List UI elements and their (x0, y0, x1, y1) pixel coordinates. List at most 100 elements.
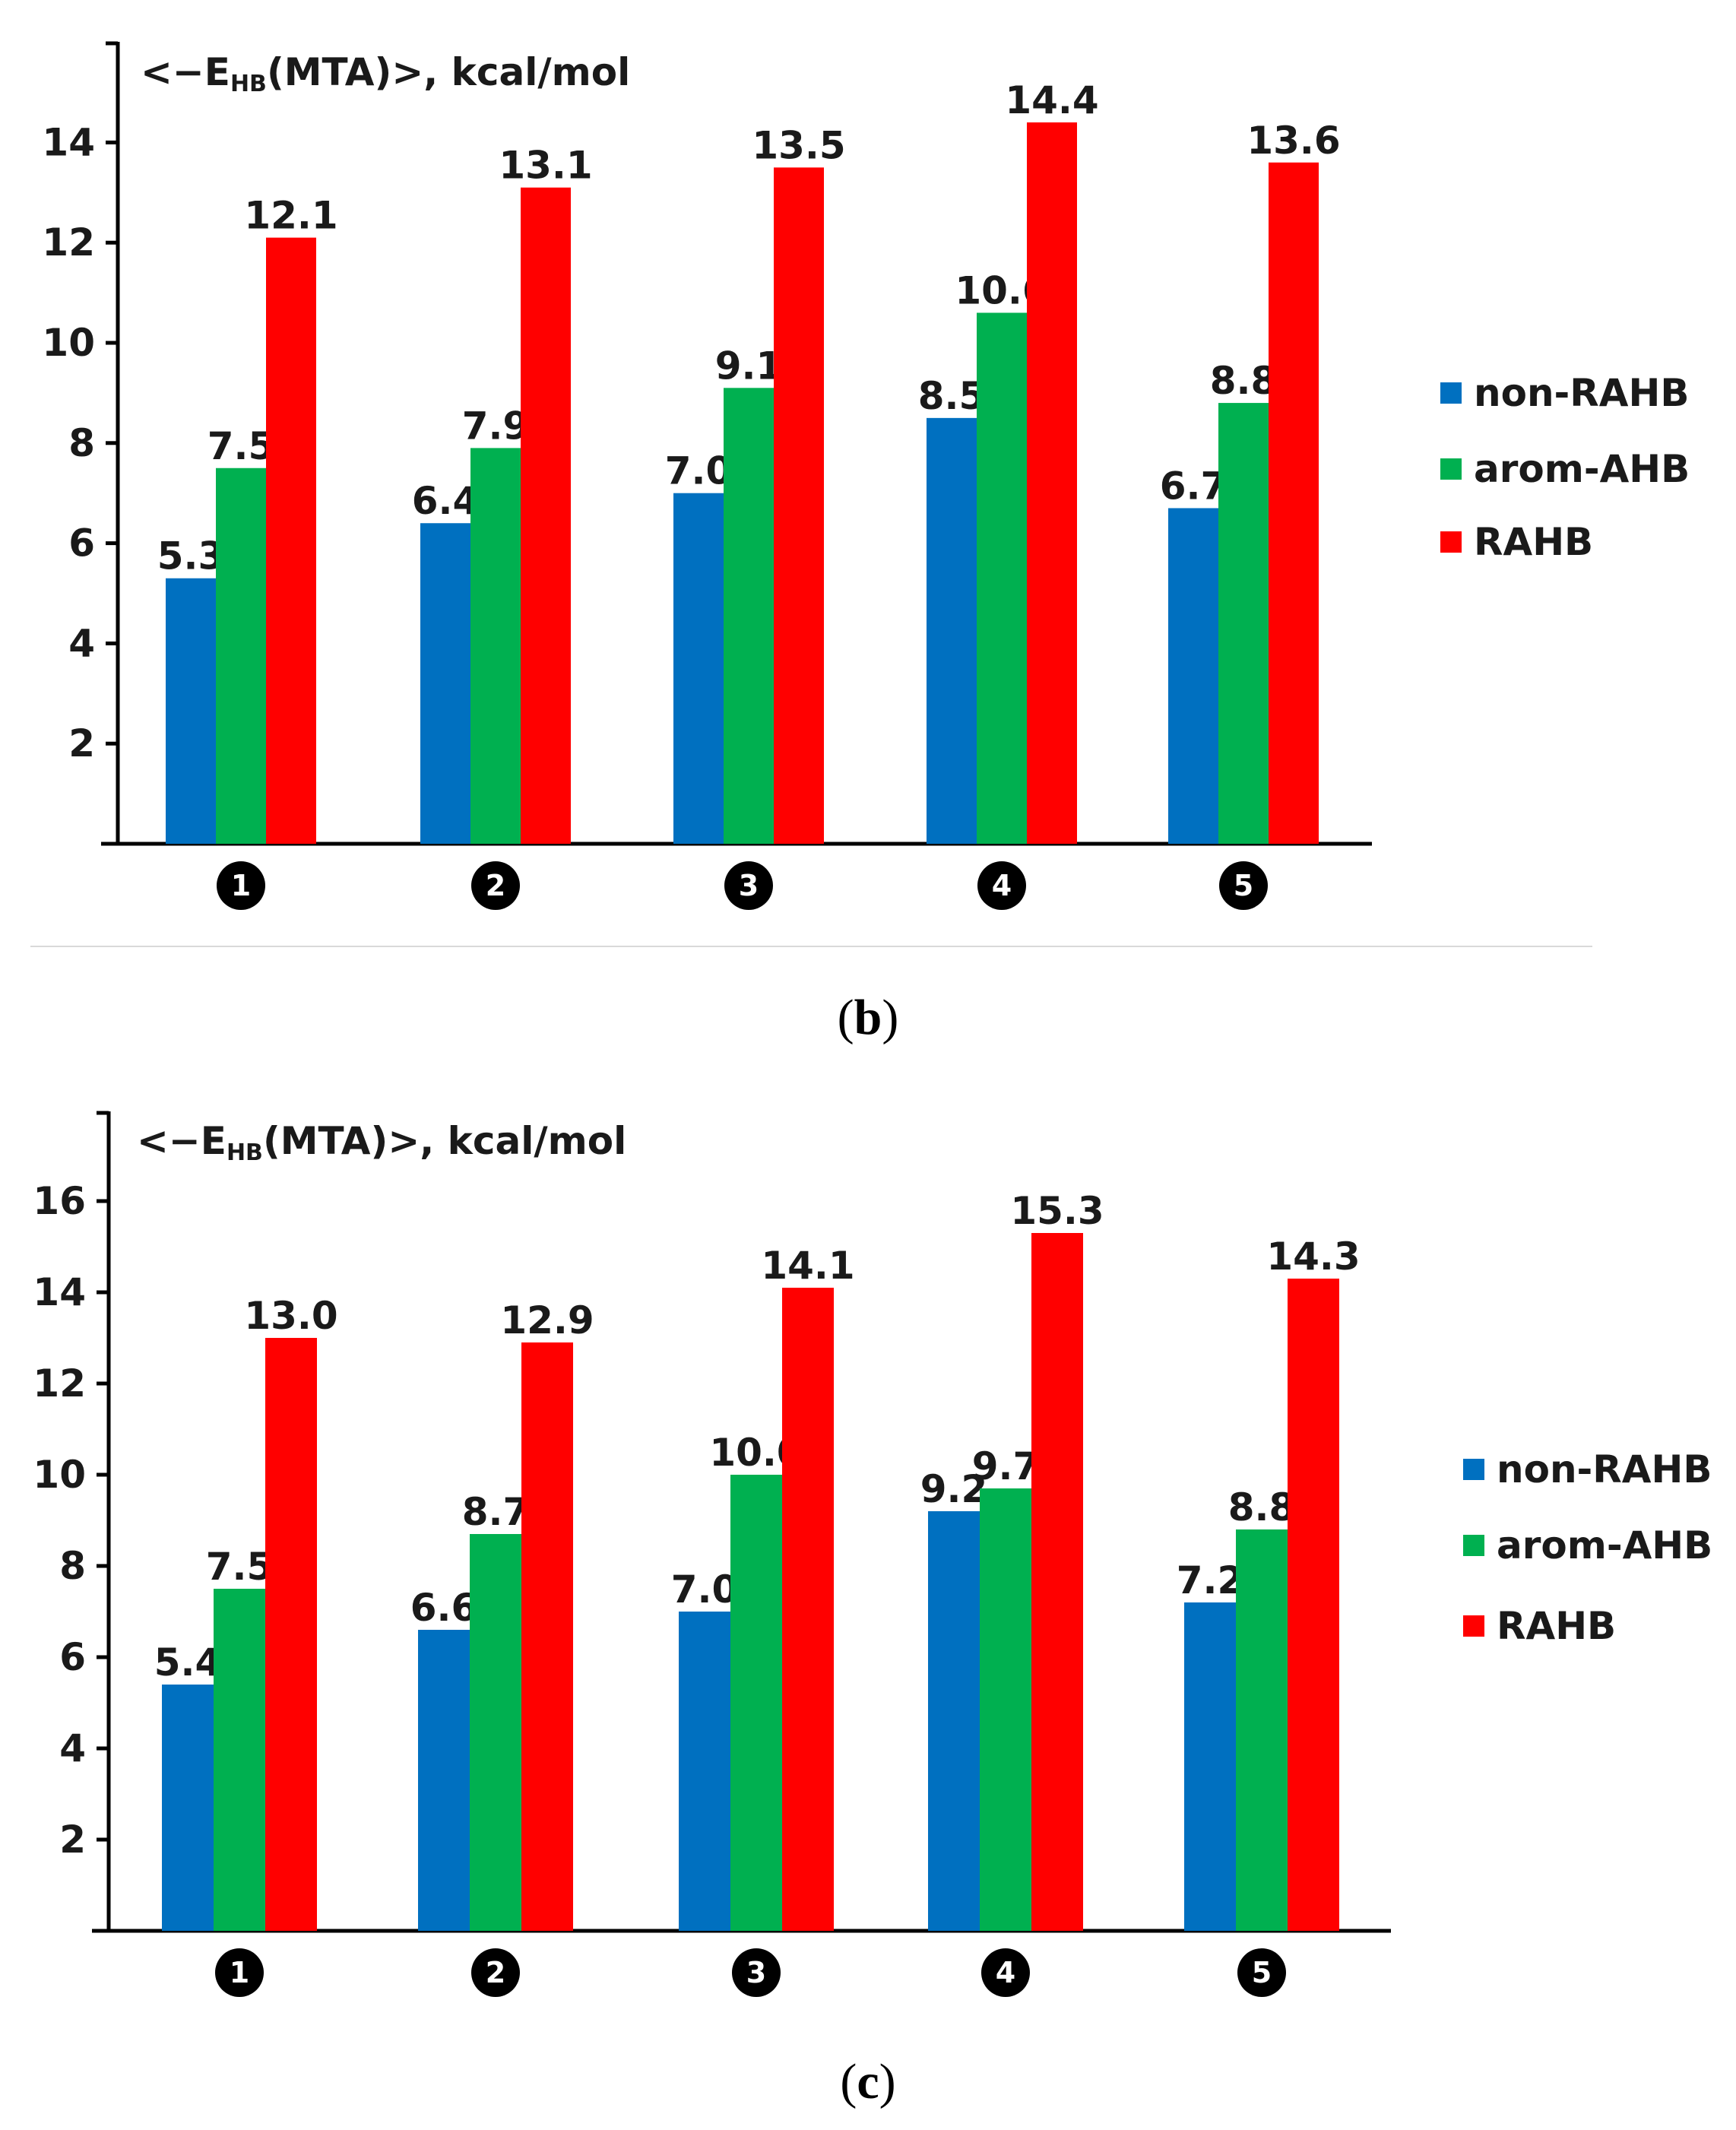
bar-b-RAHB-5 (1269, 162, 1319, 844)
bar-c-non-RAHB-3 (679, 1612, 730, 1931)
bar-c-non-RAHB-5 (1184, 1602, 1236, 1931)
bar-c-non-RAHB-1 (162, 1685, 214, 1931)
category-label-c-1: 1 (230, 1956, 249, 1989)
category-marker-c-5 (1237, 1948, 1286, 1997)
bar-c-RAHB-4 (1031, 1233, 1083, 1931)
bar-c-non-RAHB-2 (418, 1630, 470, 1931)
bar-value-label-b-arom-AHB-5: 8.8 (1210, 359, 1278, 403)
bar-value-label-c-RAHB-1: 13.0 (244, 1294, 337, 1338)
y-tick-label-b-4: 4 (68, 621, 95, 665)
category-label-c-4: 4 (996, 1956, 1015, 1989)
bar-value-label-c-RAHB-2: 12.9 (500, 1298, 594, 1342)
bar-b-arom-AHB-3 (724, 388, 774, 844)
y-tick-label-c-10: 10 (33, 1453, 86, 1497)
bar-c-arom-AHB-3 (730, 1475, 782, 1931)
bar-value-label-b-arom-AHB-3: 9.1 (715, 344, 783, 388)
category-label-b-4: 4 (992, 869, 1012, 902)
y-tick-label-c-8: 8 (59, 1544, 86, 1588)
bar-value-label-c-non-RAHB-4: 9.2 (920, 1467, 988, 1511)
bar-c-RAHB-5 (1288, 1279, 1339, 1931)
bar-value-label-c-arom-AHB-5: 8.8 (1228, 1485, 1296, 1529)
legend-swatch-b-non-RAHB (1440, 382, 1462, 404)
bar-value-label-c-RAHB-5: 14.3 (1266, 1235, 1360, 1279)
y-axis-title-c: <−EHB(MTA)>, kcal/mol (137, 1119, 626, 1166)
bar-value-label-b-arom-AHB-2: 7.9 (462, 404, 530, 448)
category-marker-b-4 (977, 861, 1026, 910)
legend-swatch-b-arom-AHB (1440, 458, 1462, 480)
bar-c-non-RAHB-4 (928, 1511, 980, 1931)
category-marker-c-1 (215, 1948, 264, 1997)
y-tick-label-c-16: 16 (33, 1179, 86, 1223)
bar-value-label-b-non-RAHB-1: 5.3 (157, 534, 225, 578)
legend-swatch-c-non-RAHB (1463, 1459, 1484, 1480)
bar-b-arom-AHB-2 (470, 448, 521, 844)
bar-value-label-b-RAHB-4: 14.4 (1005, 78, 1098, 122)
bar-value-label-c-arom-AHB-1: 7.5 (206, 1545, 274, 1589)
bar-b-non-RAHB-1 (166, 578, 216, 844)
category-label-b-5: 5 (1234, 869, 1253, 902)
category-marker-c-2 (471, 1948, 520, 1997)
category-marker-b-1 (217, 861, 265, 910)
y-tick-label-c-12: 12 (33, 1361, 86, 1406)
bar-value-label-c-non-RAHB-3: 7.0 (671, 1567, 739, 1612)
category-marker-b-3 (724, 861, 773, 910)
legend-swatch-c-RAHB (1463, 1615, 1484, 1637)
legend-label-b-arom-AHB: arom-AHB (1474, 447, 1690, 491)
bar-b-non-RAHB-3 (673, 493, 724, 844)
category-label-b-2: 2 (486, 869, 505, 902)
bar-b-RAHB-4 (1027, 122, 1077, 845)
bar-value-label-c-RAHB-4: 15.3 (1010, 1189, 1104, 1233)
category-marker-c-4 (981, 1948, 1030, 1997)
y-tick-label-b-6: 6 (68, 521, 95, 566)
bar-c-arom-AHB-1 (214, 1589, 265, 1931)
y-tick-label-b-14: 14 (42, 120, 95, 164)
bar-b-RAHB-1 (266, 237, 316, 844)
bar-value-label-b-RAHB-3: 13.5 (752, 123, 845, 167)
bar-value-label-b-RAHB-2: 13.1 (499, 144, 592, 188)
category-label-b-1: 1 (231, 869, 251, 902)
y-tick-label-c-14: 14 (33, 1270, 86, 1314)
bar-value-label-b-non-RAHB-3: 7.0 (665, 449, 733, 493)
bar-value-label-c-arom-AHB-4: 9.7 (972, 1444, 1040, 1488)
y-tick-label-b-2: 2 (68, 721, 95, 765)
bar-b-arom-AHB-5 (1218, 403, 1269, 844)
y-tick-label-c-2: 2 (59, 1818, 86, 1862)
y-axis-title-b: <−EHB(MTA)>, kcal/mol (141, 50, 630, 97)
legend-label-c-non-RAHB: non-RAHB (1497, 1447, 1712, 1491)
bar-value-label-c-arom-AHB-2: 8.7 (462, 1490, 530, 1534)
bar-b-arom-AHB-1 (216, 468, 266, 844)
bar-value-label-b-non-RAHB-5: 6.7 (1160, 464, 1228, 508)
panel-label-c: (c) (840, 2054, 895, 2109)
category-label-c-2: 2 (486, 1956, 505, 1989)
legend-swatch-b-RAHB (1440, 531, 1462, 553)
y-tick-label-b-8: 8 (68, 421, 95, 465)
bar-value-label-b-non-RAHB-4: 8.5 (918, 374, 986, 418)
bar-c-arom-AHB-5 (1236, 1529, 1288, 1931)
bar-value-label-b-RAHB-1: 12.1 (244, 194, 337, 238)
bar-c-RAHB-3 (782, 1288, 834, 1931)
bar-c-arom-AHB-2 (470, 1534, 521, 1931)
bar-c-RAHB-1 (265, 1338, 317, 1931)
bar-b-non-RAHB-5 (1168, 508, 1218, 844)
legend-label-c-arom-AHB: arom-AHB (1497, 1523, 1712, 1567)
bar-b-non-RAHB-2 (420, 523, 470, 844)
bar-b-non-RAHB-4 (927, 417, 977, 844)
bar-c-arom-AHB-4 (980, 1488, 1031, 1931)
legend-label-c-RAHB: RAHB (1497, 1604, 1616, 1648)
panel-label-b: (b) (838, 990, 899, 1045)
bar-value-label-c-non-RAHB-2: 6.6 (410, 1586, 478, 1630)
y-tick-label-c-4: 4 (59, 1726, 86, 1770)
category-label-c-3: 3 (746, 1956, 766, 1989)
bar-value-label-b-RAHB-5: 13.6 (1247, 119, 1340, 163)
bar-c-RAHB-2 (521, 1342, 573, 1931)
bar-value-label-c-non-RAHB-5: 7.2 (1177, 1558, 1244, 1602)
legend-swatch-c-arom-AHB (1463, 1535, 1484, 1556)
y-tick-label-b-10: 10 (42, 321, 95, 365)
category-label-c-5: 5 (1252, 1956, 1272, 1989)
category-marker-b-2 (471, 861, 520, 910)
legend-label-b-RAHB: RAHB (1474, 520, 1593, 564)
bar-value-label-b-arom-AHB-1: 7.5 (207, 424, 275, 468)
